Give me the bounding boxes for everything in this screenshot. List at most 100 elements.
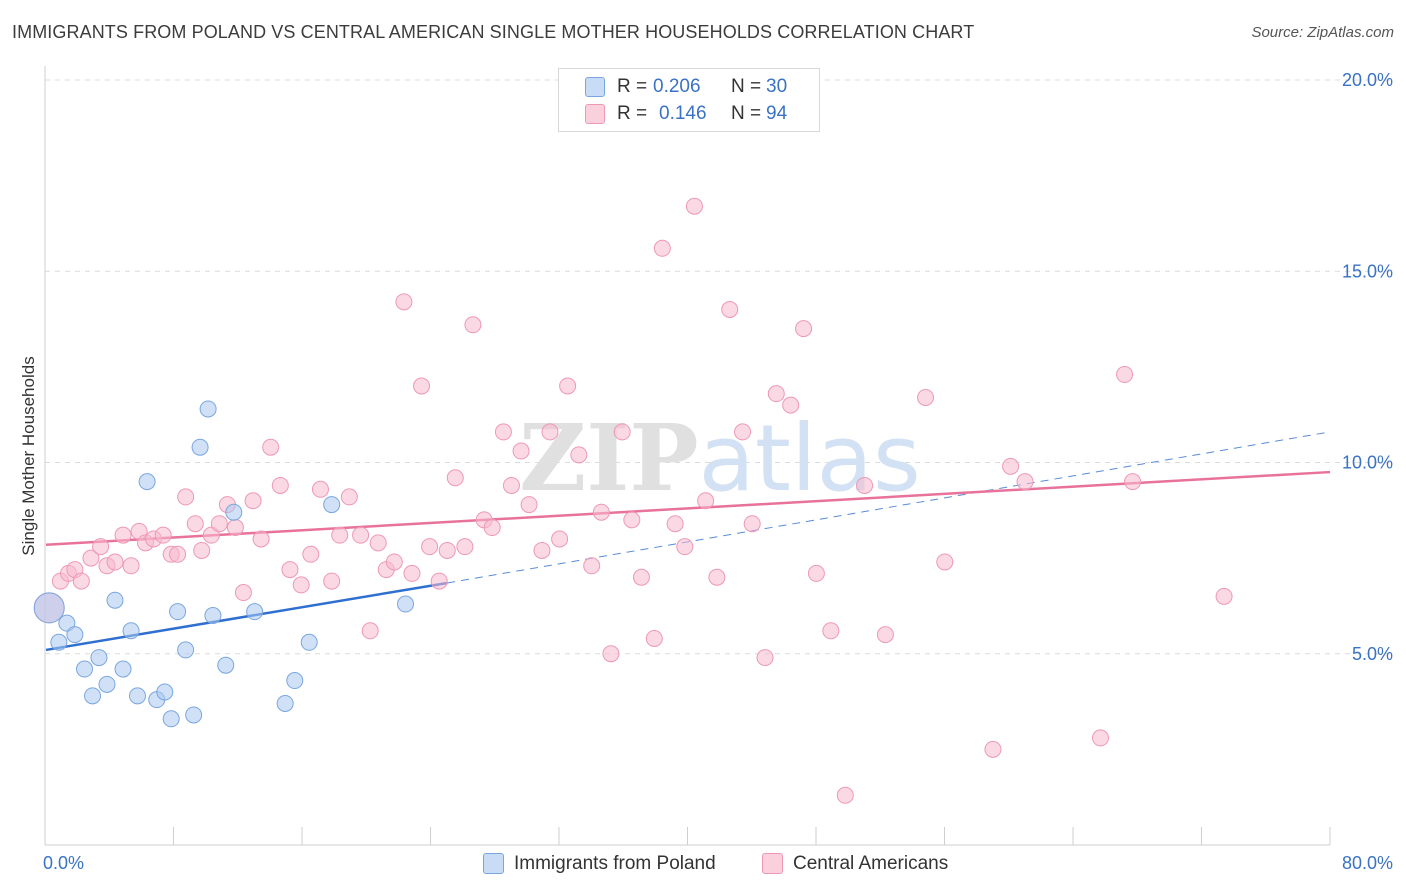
point-central — [494, 423, 512, 441]
point-central — [685, 197, 703, 215]
y-tick-label: 20.0% — [1342, 70, 1393, 90]
point-central — [734, 423, 752, 441]
point-central — [743, 515, 761, 533]
point-central — [721, 301, 739, 318]
trend-line-poland-extension — [447, 431, 1331, 584]
point-poland — [90, 649, 108, 667]
point-central — [583, 557, 601, 575]
point-central — [1002, 457, 1020, 475]
point-poland — [156, 683, 174, 701]
point-central — [271, 476, 289, 494]
point-central — [984, 740, 1002, 758]
point-central — [623, 511, 641, 529]
point-central — [653, 239, 671, 257]
point-central — [602, 645, 620, 663]
legend-swatch-pink — [585, 104, 605, 124]
point-central — [936, 553, 954, 571]
point-central — [464, 316, 482, 334]
point-central — [210, 515, 228, 533]
point-poland — [128, 687, 146, 705]
legend-n-value: 30 — [766, 76, 788, 97]
legend-r-value: 0.146 — [659, 103, 707, 124]
point-central — [352, 526, 370, 544]
point-poland — [76, 660, 94, 678]
point-central — [234, 584, 252, 602]
point-central — [1124, 473, 1142, 491]
point-central — [876, 626, 894, 644]
x-tick-label: 0.0% — [43, 853, 84, 873]
axis-layer: 5.0% 10.0% 15.0% 20.0% 0.0% 80.0% — [43, 66, 1393, 873]
point-central — [403, 564, 421, 582]
point-central — [106, 553, 124, 571]
point-central — [666, 515, 684, 533]
point-central — [676, 538, 694, 556]
legend-swatch-blue — [585, 77, 605, 97]
point-poland — [50, 633, 68, 651]
point-central — [302, 545, 320, 563]
point-poland — [122, 622, 140, 640]
points-layer — [33, 197, 1233, 804]
point-poland — [300, 633, 318, 651]
point-central — [807, 564, 825, 582]
point-central — [252, 530, 270, 548]
grid-layer — [45, 79, 1395, 655]
point-central — [856, 476, 874, 494]
point-central — [385, 553, 403, 571]
point-poland — [66, 626, 84, 644]
point-central — [613, 423, 631, 441]
x-tick-label: 80.0% — [1342, 853, 1393, 873]
point-poland — [246, 603, 264, 621]
point-central — [822, 622, 840, 640]
legend-swatch-blue — [483, 853, 504, 874]
point-central — [186, 515, 204, 533]
point-central — [72, 572, 90, 590]
point-poland — [276, 694, 294, 712]
legend-r-value: 0.206 — [653, 76, 701, 97]
point-central — [413, 377, 431, 395]
point-central — [369, 534, 387, 552]
point-poland — [138, 473, 156, 491]
point-central — [323, 572, 341, 590]
point-central — [446, 469, 464, 487]
point-central — [340, 488, 358, 506]
legend-r-label: R = — [617, 103, 648, 124]
source-label: Source: ZipAtlas.com — [1251, 24, 1394, 41]
point-central — [502, 476, 520, 494]
point-central — [782, 396, 800, 414]
point-central — [559, 377, 577, 395]
legend-r-label: R = — [617, 76, 648, 97]
point-central — [311, 480, 329, 498]
point-poland — [33, 592, 65, 624]
legend-n-value: 94 — [766, 103, 788, 124]
legend-label-central: Central Americans — [793, 853, 949, 874]
point-central — [836, 786, 854, 804]
point-central — [331, 526, 349, 544]
point-central — [1016, 473, 1034, 491]
stats-legend: R = 0.206 N = 30 R = 0.146 N = 94 — [558, 68, 820, 132]
point-central — [551, 530, 569, 548]
point-central — [456, 538, 474, 556]
point-central — [570, 446, 588, 464]
point-central — [82, 549, 100, 567]
point-central — [292, 576, 310, 594]
point-poland — [114, 660, 132, 678]
point-central — [177, 488, 195, 506]
point-poland — [225, 503, 243, 521]
point-poland — [185, 706, 203, 724]
point-poland — [106, 591, 124, 609]
legend-swatch-pink — [762, 853, 783, 874]
point-central — [708, 568, 726, 586]
point-central — [244, 492, 262, 510]
point-central — [632, 568, 650, 586]
trend-line-poland — [45, 581, 448, 652]
point-central — [541, 423, 559, 441]
point-poland — [199, 400, 217, 418]
point-central — [169, 545, 187, 563]
point-central — [917, 388, 935, 406]
point-central — [262, 438, 280, 456]
y-axis-label: Single Mother Households — [19, 356, 38, 555]
point-poland — [204, 607, 222, 624]
point-central — [767, 385, 785, 403]
point-central — [592, 503, 610, 521]
